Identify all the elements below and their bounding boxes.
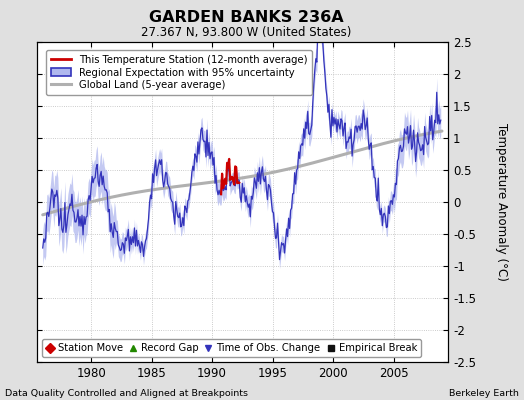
Text: GARDEN BANKS 236A: GARDEN BANKS 236A [149, 10, 344, 25]
Text: 27.367 N, 93.800 W (United States): 27.367 N, 93.800 W (United States) [141, 26, 352, 39]
Legend: Station Move, Record Gap, Time of Obs. Change, Empirical Break: Station Move, Record Gap, Time of Obs. C… [42, 339, 421, 357]
Text: Data Quality Controlled and Aligned at Breakpoints: Data Quality Controlled and Aligned at B… [5, 389, 248, 398]
Y-axis label: Temperature Anomaly (°C): Temperature Anomaly (°C) [495, 123, 508, 281]
Text: Berkeley Earth: Berkeley Earth [449, 389, 519, 398]
